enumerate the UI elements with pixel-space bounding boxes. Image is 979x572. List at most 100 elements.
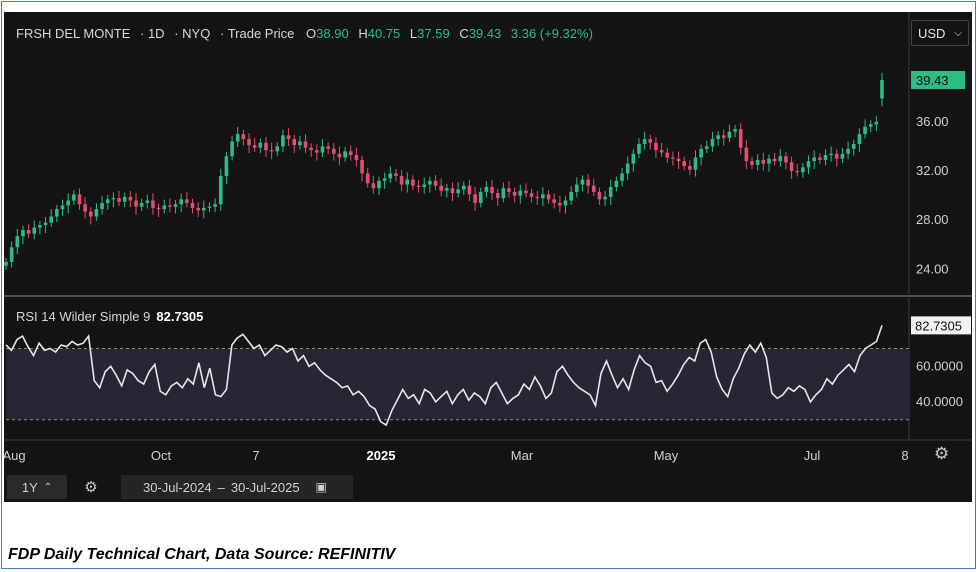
candle-body xyxy=(55,209,59,217)
x-tick-label: Aug xyxy=(4,448,26,463)
rsi-name: RSI 14 Wilder Simple 9 xyxy=(16,309,151,324)
x-tick-label: Jul xyxy=(804,448,821,463)
candle-body xyxy=(529,193,534,197)
candle-body xyxy=(710,139,715,147)
candle-body xyxy=(614,180,619,187)
candle-body xyxy=(761,159,766,164)
candle-body xyxy=(744,147,749,162)
candle-body xyxy=(868,124,873,127)
chevron-down-icon: ⌵ xyxy=(954,27,962,39)
candle-body xyxy=(580,179,585,185)
currency-selector[interactable]: USD ⌵ xyxy=(911,20,969,46)
candle-body xyxy=(524,190,528,194)
candle-body xyxy=(235,134,240,142)
candle-body xyxy=(394,173,398,176)
candle-body xyxy=(360,159,364,174)
candle-body xyxy=(665,152,670,158)
candle-body xyxy=(151,200,155,208)
candle-body xyxy=(173,204,178,207)
rsi-current-value: 82.7305 xyxy=(156,309,204,324)
range-label: 1Y xyxy=(21,479,38,495)
candle-body xyxy=(38,225,42,228)
candle-body xyxy=(671,157,675,159)
candle-body xyxy=(111,198,116,200)
chart-canvas[interactable]: 24.00 28.00 32.00 36.00 40.0000 60.0000 39.43 8… xyxy=(4,12,972,502)
candle-body xyxy=(224,156,229,176)
candle-body xyxy=(286,135,291,140)
price-tick-label: 24.00 xyxy=(916,261,949,276)
candle-body xyxy=(461,185,466,190)
ohlc-header: FRSH DEL MONTE · 1D · NYQ · Trade Price … xyxy=(16,26,593,41)
candle-body xyxy=(705,146,709,149)
candle-body xyxy=(603,196,607,200)
candle-body xyxy=(365,173,370,184)
candle-body xyxy=(348,151,353,156)
candle-body xyxy=(241,134,246,140)
date-separator: – xyxy=(217,479,225,495)
candle-body xyxy=(145,200,150,203)
candle-body xyxy=(94,209,99,217)
figure-caption: FDP Daily Technical Chart, Data Source: … xyxy=(8,546,396,563)
candle-body xyxy=(428,180,432,185)
exchange: NYQ xyxy=(182,26,211,41)
candle-body xyxy=(620,173,624,181)
candle-body xyxy=(874,121,879,125)
candle-body xyxy=(676,158,681,162)
candle-body xyxy=(309,147,313,151)
interval[interactable]: 1D xyxy=(147,26,165,41)
candle-body xyxy=(478,191,483,203)
candle-body xyxy=(829,153,833,156)
candle-body xyxy=(541,194,545,199)
last-price-marker xyxy=(911,70,965,89)
low-label: L xyxy=(409,26,418,41)
candle-body xyxy=(857,134,862,144)
candle-body xyxy=(846,148,850,154)
calendar-icon: ▣ xyxy=(315,480,327,494)
candle-body xyxy=(789,162,794,171)
candle-body xyxy=(49,216,54,223)
candle-body xyxy=(546,194,551,200)
rsi-last-label: 82.7305 xyxy=(915,318,962,333)
candle-body xyxy=(716,135,720,140)
candle-body xyxy=(880,79,884,99)
candle-body xyxy=(275,146,280,152)
candle-body xyxy=(552,199,557,203)
candle-body xyxy=(298,141,302,146)
candle-body xyxy=(168,205,172,207)
candle-body xyxy=(806,161,811,168)
candle-body xyxy=(190,202,195,208)
candle-body xyxy=(772,158,777,162)
candle-body xyxy=(292,139,297,146)
candle-body xyxy=(563,200,568,206)
rsi-legend: RSI 14 Wilder Simple 9 82.7305 xyxy=(16,309,203,324)
open-value: 38.90 xyxy=(316,26,349,41)
candle-body xyxy=(315,150,319,153)
range-button[interactable]: 1Y ⌃ xyxy=(7,475,67,499)
candle-body xyxy=(784,156,788,163)
gear-icon[interactable]: ⚙ xyxy=(84,479,98,496)
candle-body xyxy=(343,151,347,158)
rsi-last-marker xyxy=(911,316,971,335)
date-from: 30-Jul-2024 xyxy=(143,479,212,495)
x-tick-label: 8 xyxy=(901,448,908,463)
candle-body xyxy=(258,142,263,148)
candle-body xyxy=(473,194,477,203)
candle-body xyxy=(230,141,234,157)
candle-body xyxy=(433,180,438,186)
rsi-tick-label: 60.0000 xyxy=(916,358,963,373)
candle-body xyxy=(247,139,251,146)
high-label: H xyxy=(358,26,368,41)
candle-body xyxy=(727,131,732,138)
candle-body xyxy=(631,153,636,164)
candle-body xyxy=(83,204,87,212)
candle-body xyxy=(179,199,183,205)
date-range-picker[interactable]: 30-Jul-2024 – 30-Jul-2025 ▣ xyxy=(121,475,353,499)
candle-body xyxy=(139,202,144,207)
candle-body xyxy=(411,179,415,186)
settings-icon[interactable]: ⚙ xyxy=(934,444,950,463)
candle-body xyxy=(388,173,393,179)
candle-body xyxy=(484,186,489,192)
rsi-band xyxy=(6,348,909,420)
candle-body xyxy=(693,157,698,170)
candle-body xyxy=(122,196,127,202)
